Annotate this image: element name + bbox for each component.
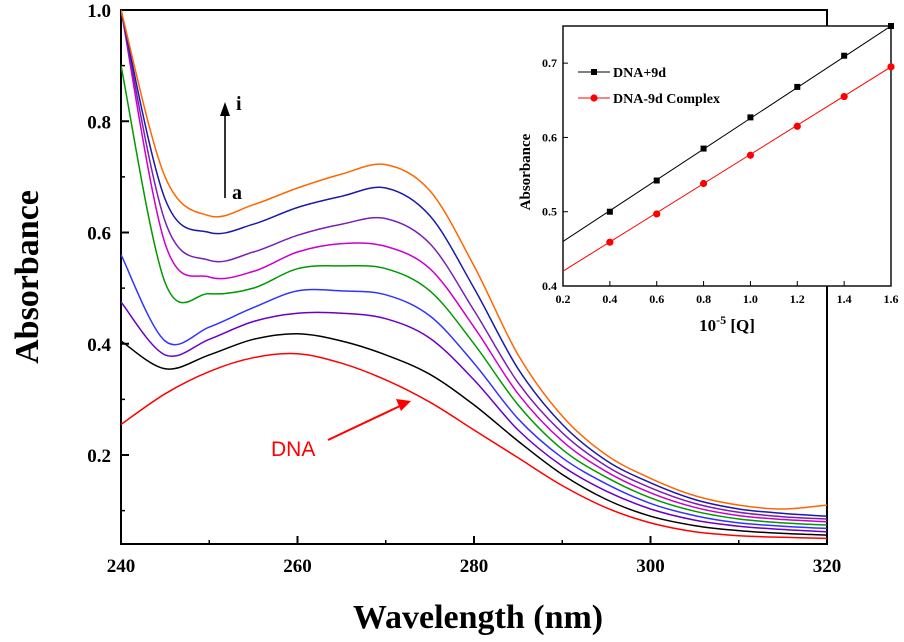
series-line-f — [121, 10, 827, 523]
series-line-h — [121, 10, 827, 517]
legend-marker-dna-9d — [591, 69, 597, 75]
main-y-tick-label: 0.8 — [87, 112, 111, 133]
inset-point-dna-9d-complex — [840, 92, 848, 101]
inset-fit-line-dna-9d — [562, 25, 892, 242]
inset-point-dna-9d — [653, 177, 660, 184]
dna-arrow-head — [396, 399, 411, 411]
series-line-e — [121, 65, 827, 526]
dna-arrow-shaft — [327, 405, 401, 441]
legend-marker-dna-9d-complex — [590, 94, 598, 102]
main-x-axis-title: Wavelength (nm) — [353, 599, 603, 636]
inset-x-tick-label: 0.4 — [602, 292, 617, 306]
series-line-c — [121, 301, 827, 533]
series-line-d — [121, 254, 827, 530]
inset-point-dna-9d-complex — [699, 179, 708, 188]
inset-x-title-exponent: -5 — [716, 313, 726, 327]
inset-x-axis-title: 10-5 [Q] — [699, 313, 755, 335]
inset-x-title-rest: [Q] — [726, 316, 755, 335]
inset-point-dna-9d-complex — [606, 238, 614, 246]
increase-arrow-head — [220, 102, 230, 116]
inset-x-tick-label: 0.8 — [696, 292, 711, 306]
inset-point-dna-9d-complex — [653, 210, 661, 218]
inset-x-tick-label: 1.2 — [790, 292, 805, 306]
inset-y-tick-label: 0.6 — [542, 130, 557, 144]
arrow-label-a: a — [232, 182, 242, 204]
inset-point-dna-9d-complex — [746, 151, 755, 159]
main-x-tick-label: 260 — [283, 556, 312, 577]
inset-point-dna-9d — [700, 145, 707, 152]
inset-legend: DNA+9d DNA-9d Complex — [578, 66, 720, 107]
inset-x-tick-label: 1.4 — [837, 292, 852, 306]
arrow-label-i: i — [236, 93, 242, 115]
main-x-tick-label: 300 — [636, 556, 665, 577]
inset-x-title-base: 10 — [699, 316, 716, 335]
inset-x-tick-label: 1.0 — [743, 292, 758, 306]
main-series-group — [121, 10, 827, 540]
inset-point-dna-9d — [606, 208, 613, 215]
inset-point-dna-9d — [888, 23, 894, 29]
inset-background — [562, 25, 892, 287]
inset-axis-ticks: 0.2 0.4 0.6 0.8 1.0 1.2 1.4 1.60.40.50.60.7 — [542, 56, 899, 306]
series-line-dna — [121, 352, 827, 540]
inset-point-dna-9d — [841, 52, 848, 59]
main-x-tick-label: 240 — [107, 556, 136, 577]
main-y-tick-label: 0.2 — [87, 446, 111, 467]
inset-x-tick-label: 1.6 — [884, 292, 899, 306]
inset-y-tick-label: 0.7 — [542, 56, 557, 70]
inset-point-dna-9d-complex — [793, 122, 801, 130]
series-line-g — [121, 10, 827, 520]
legend-label-dna-9d-complex: DNA-9d Complex — [613, 92, 720, 107]
inset-point-dna-9d — [794, 83, 801, 90]
inset-y-tick-label: 0.5 — [542, 205, 557, 219]
inset-series-group — [562, 23, 895, 272]
main-y-tick-label: 1.0 — [87, 1, 111, 22]
dna-label: DNA — [271, 438, 315, 461]
main-y-tick-label: 0.6 — [87, 224, 111, 245]
main-y-tick-label: 0.4 — [87, 335, 111, 356]
main-y-axis-title: Absorbance — [9, 190, 46, 364]
inset-x-tick-label: 0.2 — [556, 292, 571, 306]
main-x-tick-label: 320 — [813, 556, 842, 577]
inset-y-axis-title: Absorbance — [518, 133, 534, 210]
inset-fit-line-dna-9d-complex — [562, 66, 892, 272]
legend-label-dna-9d: DNA+9d — [613, 66, 666, 81]
inset-point-dna-9d — [747, 114, 754, 121]
inset-x-tick-label: 0.6 — [649, 292, 664, 306]
series-line-b — [121, 332, 827, 536]
main-x-tick-label: 280 — [460, 556, 489, 577]
inset-point-dna-9d-complex — [887, 63, 895, 71]
inset-y-tick-label: 0.4 — [542, 279, 557, 293]
series-line-i — [121, 10, 827, 510]
